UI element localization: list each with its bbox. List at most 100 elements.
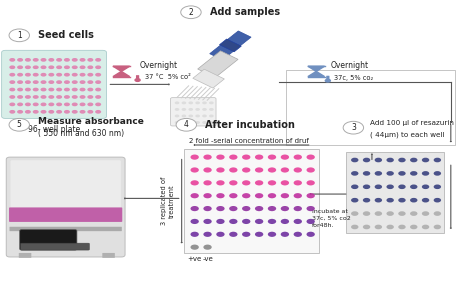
- Circle shape: [25, 102, 31, 106]
- FancyBboxPatch shape: [19, 253, 31, 258]
- Circle shape: [216, 219, 225, 224]
- Circle shape: [87, 58, 93, 62]
- Circle shape: [434, 158, 441, 162]
- Circle shape: [325, 79, 331, 83]
- Circle shape: [181, 6, 201, 19]
- Circle shape: [242, 155, 250, 160]
- Circle shape: [189, 115, 193, 117]
- Circle shape: [17, 80, 23, 84]
- Circle shape: [216, 193, 225, 198]
- Circle shape: [363, 211, 370, 216]
- Circle shape: [422, 184, 429, 189]
- Circle shape: [175, 121, 179, 124]
- Circle shape: [48, 80, 55, 84]
- FancyBboxPatch shape: [21, 243, 89, 250]
- Text: 2 fold -serial concentration of druf: 2 fold -serial concentration of druf: [189, 138, 309, 144]
- Circle shape: [434, 198, 441, 202]
- Circle shape: [9, 95, 15, 99]
- Text: Overnight: Overnight: [140, 61, 178, 70]
- Circle shape: [242, 219, 250, 224]
- Polygon shape: [210, 31, 251, 60]
- Circle shape: [268, 232, 276, 237]
- Circle shape: [80, 95, 85, 99]
- Circle shape: [281, 206, 289, 211]
- Circle shape: [9, 102, 15, 106]
- Circle shape: [255, 206, 263, 211]
- FancyBboxPatch shape: [184, 149, 319, 253]
- Circle shape: [216, 206, 225, 211]
- Polygon shape: [308, 66, 325, 71]
- Circle shape: [351, 225, 358, 229]
- Circle shape: [191, 167, 199, 173]
- Circle shape: [80, 102, 85, 106]
- Circle shape: [195, 108, 200, 111]
- Polygon shape: [193, 69, 224, 88]
- Circle shape: [191, 232, 199, 237]
- Circle shape: [209, 121, 214, 124]
- Circle shape: [209, 115, 214, 117]
- Circle shape: [386, 158, 394, 162]
- Circle shape: [95, 66, 101, 69]
- Circle shape: [191, 244, 199, 250]
- Circle shape: [434, 171, 441, 176]
- FancyBboxPatch shape: [9, 207, 122, 222]
- FancyBboxPatch shape: [326, 76, 329, 81]
- Circle shape: [95, 80, 101, 84]
- Circle shape: [307, 219, 315, 224]
- Circle shape: [182, 102, 186, 104]
- Text: 37c, 5% co₂: 37c, 5% co₂: [334, 75, 373, 81]
- Circle shape: [293, 180, 302, 185]
- Circle shape: [209, 102, 214, 104]
- Text: 4: 4: [184, 120, 189, 129]
- Circle shape: [410, 225, 418, 229]
- Circle shape: [268, 155, 276, 160]
- Circle shape: [374, 211, 382, 216]
- Circle shape: [281, 180, 289, 185]
- Circle shape: [17, 66, 23, 69]
- Circle shape: [203, 219, 212, 224]
- Circle shape: [202, 115, 207, 117]
- Circle shape: [9, 110, 15, 114]
- Circle shape: [64, 66, 70, 69]
- Circle shape: [33, 88, 39, 91]
- Circle shape: [9, 58, 15, 62]
- Circle shape: [255, 167, 263, 173]
- Circle shape: [17, 73, 23, 77]
- Circle shape: [255, 180, 263, 185]
- Circle shape: [72, 110, 78, 114]
- Circle shape: [386, 184, 394, 189]
- Circle shape: [242, 232, 250, 237]
- Circle shape: [33, 102, 39, 106]
- Circle shape: [80, 80, 85, 84]
- Circle shape: [374, 225, 382, 229]
- Circle shape: [268, 167, 276, 173]
- Circle shape: [242, 193, 250, 198]
- Circle shape: [40, 95, 46, 99]
- Circle shape: [64, 102, 70, 106]
- Circle shape: [195, 121, 200, 124]
- Circle shape: [374, 171, 382, 176]
- Circle shape: [216, 155, 225, 160]
- Circle shape: [72, 88, 78, 91]
- Circle shape: [398, 211, 406, 216]
- Circle shape: [33, 95, 39, 99]
- Circle shape: [182, 121, 186, 124]
- Circle shape: [17, 58, 23, 62]
- Circle shape: [64, 95, 70, 99]
- Circle shape: [398, 158, 406, 162]
- Text: Overnight: Overnight: [330, 61, 368, 70]
- Circle shape: [9, 29, 29, 42]
- Circle shape: [203, 232, 212, 237]
- Circle shape: [229, 155, 237, 160]
- Circle shape: [25, 66, 31, 69]
- Circle shape: [25, 88, 31, 91]
- Circle shape: [374, 158, 382, 162]
- Circle shape: [25, 58, 31, 62]
- Circle shape: [351, 184, 358, 189]
- Circle shape: [422, 198, 429, 202]
- Circle shape: [293, 206, 302, 211]
- Circle shape: [255, 193, 263, 198]
- Circle shape: [87, 88, 93, 91]
- Circle shape: [9, 80, 15, 84]
- Circle shape: [203, 206, 212, 211]
